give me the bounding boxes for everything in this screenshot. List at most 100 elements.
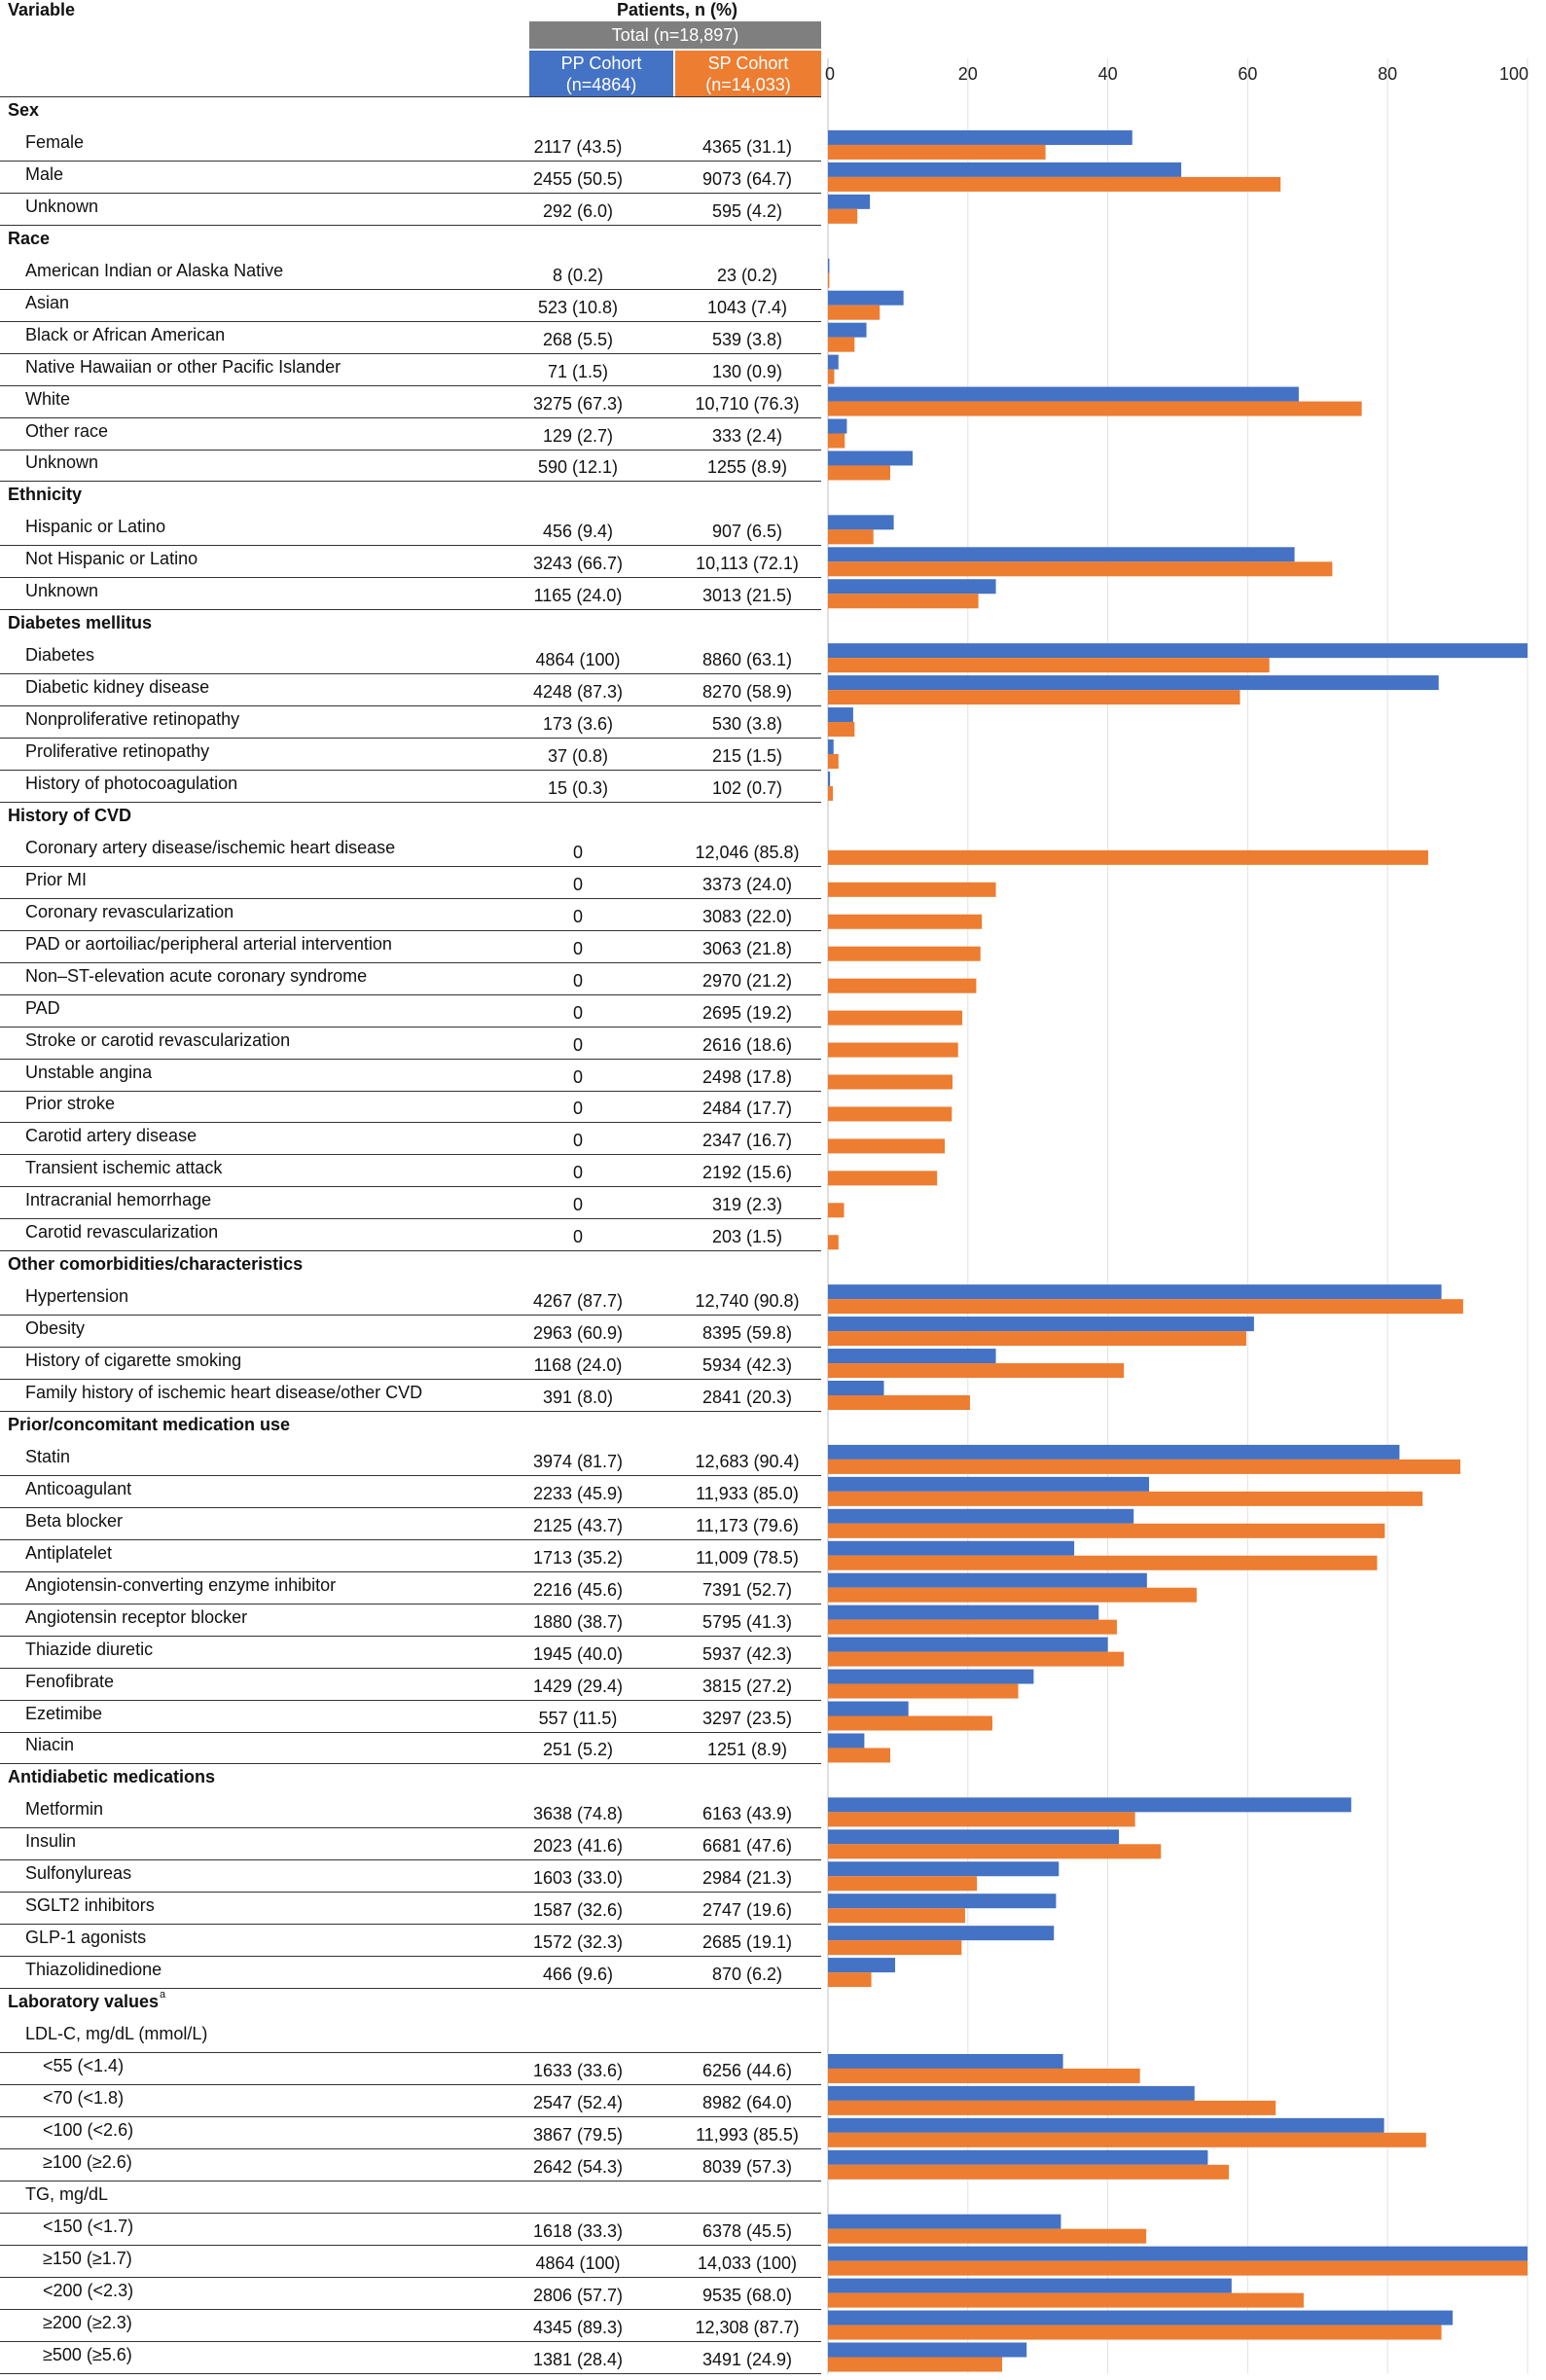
sp-value: 8982 (64.0) [701,2092,793,2112]
sp-bar [828,1299,1463,1315]
row-label: Diabetic kidney disease [25,677,210,698]
row-divider [0,2147,821,2149]
sp-bar [828,144,1046,160]
row-divider [0,2244,821,2246]
row-divider [0,770,821,771]
table-row: Native Hawaiian or other Pacific Islande… [0,354,821,386]
row-label: TG, mg/dL [25,2183,109,2204]
sp-bar [828,1876,978,1892]
pp-bar [828,1605,1099,1620]
table-row: Prior stroke 0 2484 (17.7) [0,1091,821,1124]
row-divider [0,192,821,194]
row-label: Fenofibrate [25,1671,115,1691]
pp-value: 4864 (100) [535,2253,621,2273]
sp-value: 10,710 (76.3) [695,393,800,414]
pp-value: 456 (9.4) [542,522,614,542]
section-header: Race [0,226,821,258]
sp-value: 2616 (18.6) [701,1034,793,1055]
sp-value: 3297 (23.5) [701,1708,793,1728]
pp-bar [828,2085,1195,2101]
row-label: Hypertension [25,1286,129,1307]
row-divider [0,2372,821,2374]
row-label: Diabetes mellitus [8,613,153,633]
pp-value: 3275 (67.3) [532,393,624,414]
sp-value: 907 (6.5) [711,522,783,542]
row-divider [0,705,821,707]
sp-value: 1255 (8.9) [706,457,788,478]
sp-value: 539 (3.8) [711,329,783,349]
section-header: Sex [0,97,821,129]
row-label: Not Hispanic or Latino [25,549,198,569]
sp-value: 215 (1.5) [711,746,783,766]
pp-value: 2963 (60.9) [532,1323,624,1344]
row-divider [0,1827,821,1829]
section-header: Other comorbidities/characteristics [0,1251,821,1283]
pp-bar [828,579,996,595]
sp-bar [828,978,977,993]
row-label: ≥100 (≥2.6) [43,2151,132,2172]
row-label: <55 (<1.4) [43,2055,125,2075]
pp-bar [828,2053,1063,2069]
bars [828,129,1528,2372]
table-row: Niacin 251 (5.2) 1251 (8.9) [0,1732,821,1765]
sp-value: 2984 (21.3) [701,1868,793,1889]
table-row: Diabetes 4864 (100) 8860 (63.1) [0,642,821,675]
pp-value: 1165 (24.0) [533,586,623,606]
pp-bar [828,1349,996,1364]
sp-value: 3083 (22.0) [701,906,793,926]
row-divider [0,545,821,547]
row-divider [0,1154,821,1156]
sp-value: 530 (3.8) [711,714,783,735]
pp-value: 2117 (43.5) [533,136,623,157]
sp-bar [828,1908,965,1924]
table-row: Hypertension 4267 (87.7) 12,740 (90.8) [0,1283,821,1316]
row-label: ≥150 (≥1.7) [43,2248,132,2268]
row-label: Diabetes [25,645,95,666]
table-row: <200 (<2.3) 2806 (57.7) 9535 (68.0) [0,2278,821,2310]
table-row: Unstable angina 0 2498 (17.8) [0,1060,821,1092]
sp-value: 11,933 (85.0) [696,1483,799,1503]
sp-value: 6681 (47.6) [701,1836,793,1857]
sp-value: 333 (2.4) [711,425,783,446]
pp-bar [828,1508,1134,1524]
x-tick-label: 40 [1098,64,1118,84]
table-row: Insulin 2023 (41.6) 6681 (47.6) [0,1828,821,1861]
sp-value: 11,173 (79.6) [696,1515,799,1535]
table-row: Male 2455 (50.5) 9073 (64.7) [0,162,821,194]
sp-value: 4365 (31.1) [701,136,793,157]
sp-value: 102 (0.7) [711,777,783,798]
sp-value: 319 (2.3) [711,1195,783,1215]
pp-value: 292 (6.0) [542,200,614,221]
pp-value: 1618 (33.3) [532,2220,624,2241]
row-label: Statin [25,1446,71,1466]
variable-header: Variable [8,0,76,19]
table-row: Unknown 1165 (24.0) 3013 (21.5) [0,578,821,611]
pp-value: 2642 (54.3) [532,2156,624,2177]
sp-bar [828,690,1240,705]
table-row: Hispanic or Latino 456 (9.4) 907 (6.5) [0,514,821,547]
grid-lines [827,58,1528,2374]
sp-bar [828,401,1362,416]
table-row: Stroke or carotid revascularization 0 2616… [0,1028,821,1060]
row-label: Other comorbidities/characteristics [8,1254,304,1275]
table-row: Other race 129 (2.7) 333 (2.4) [0,418,821,451]
pp-bar [828,1637,1108,1652]
sp-value: 5795 (41.3) [701,1611,793,1632]
table-row: Not Hispanic or Latino 3243 (66.7) 10,113 … [0,546,821,579]
row-label: Coronary artery disease/ischemic heart d… [25,837,396,857]
row-divider [0,1538,821,1540]
table-row: <70 (<1.8) 2547 (52.4) 8982 (64.0) [0,2085,821,2117]
sp-bar [828,1555,1378,1570]
row-divider [0,224,821,226]
sp-bar [828,849,1428,865]
section-header: Prior/concomitant medication use [0,1412,821,1444]
table-row: GLP-1 agonists 1572 (32.3) 2685 (19.1) [0,1925,821,1958]
sp-value: 8039 (57.3) [701,2156,793,2177]
pp-bar [828,1861,1060,1877]
sp-value: 12,046 (85.8) [695,842,800,862]
row-label: History of cigarette smoking [25,1351,242,1371]
pp-value: 3867 (79.5) [532,2124,624,2145]
sp-bar [828,2260,1528,2276]
pp-value: 129 (2.7) [542,425,614,446]
pp-value: 0 [572,1066,583,1087]
